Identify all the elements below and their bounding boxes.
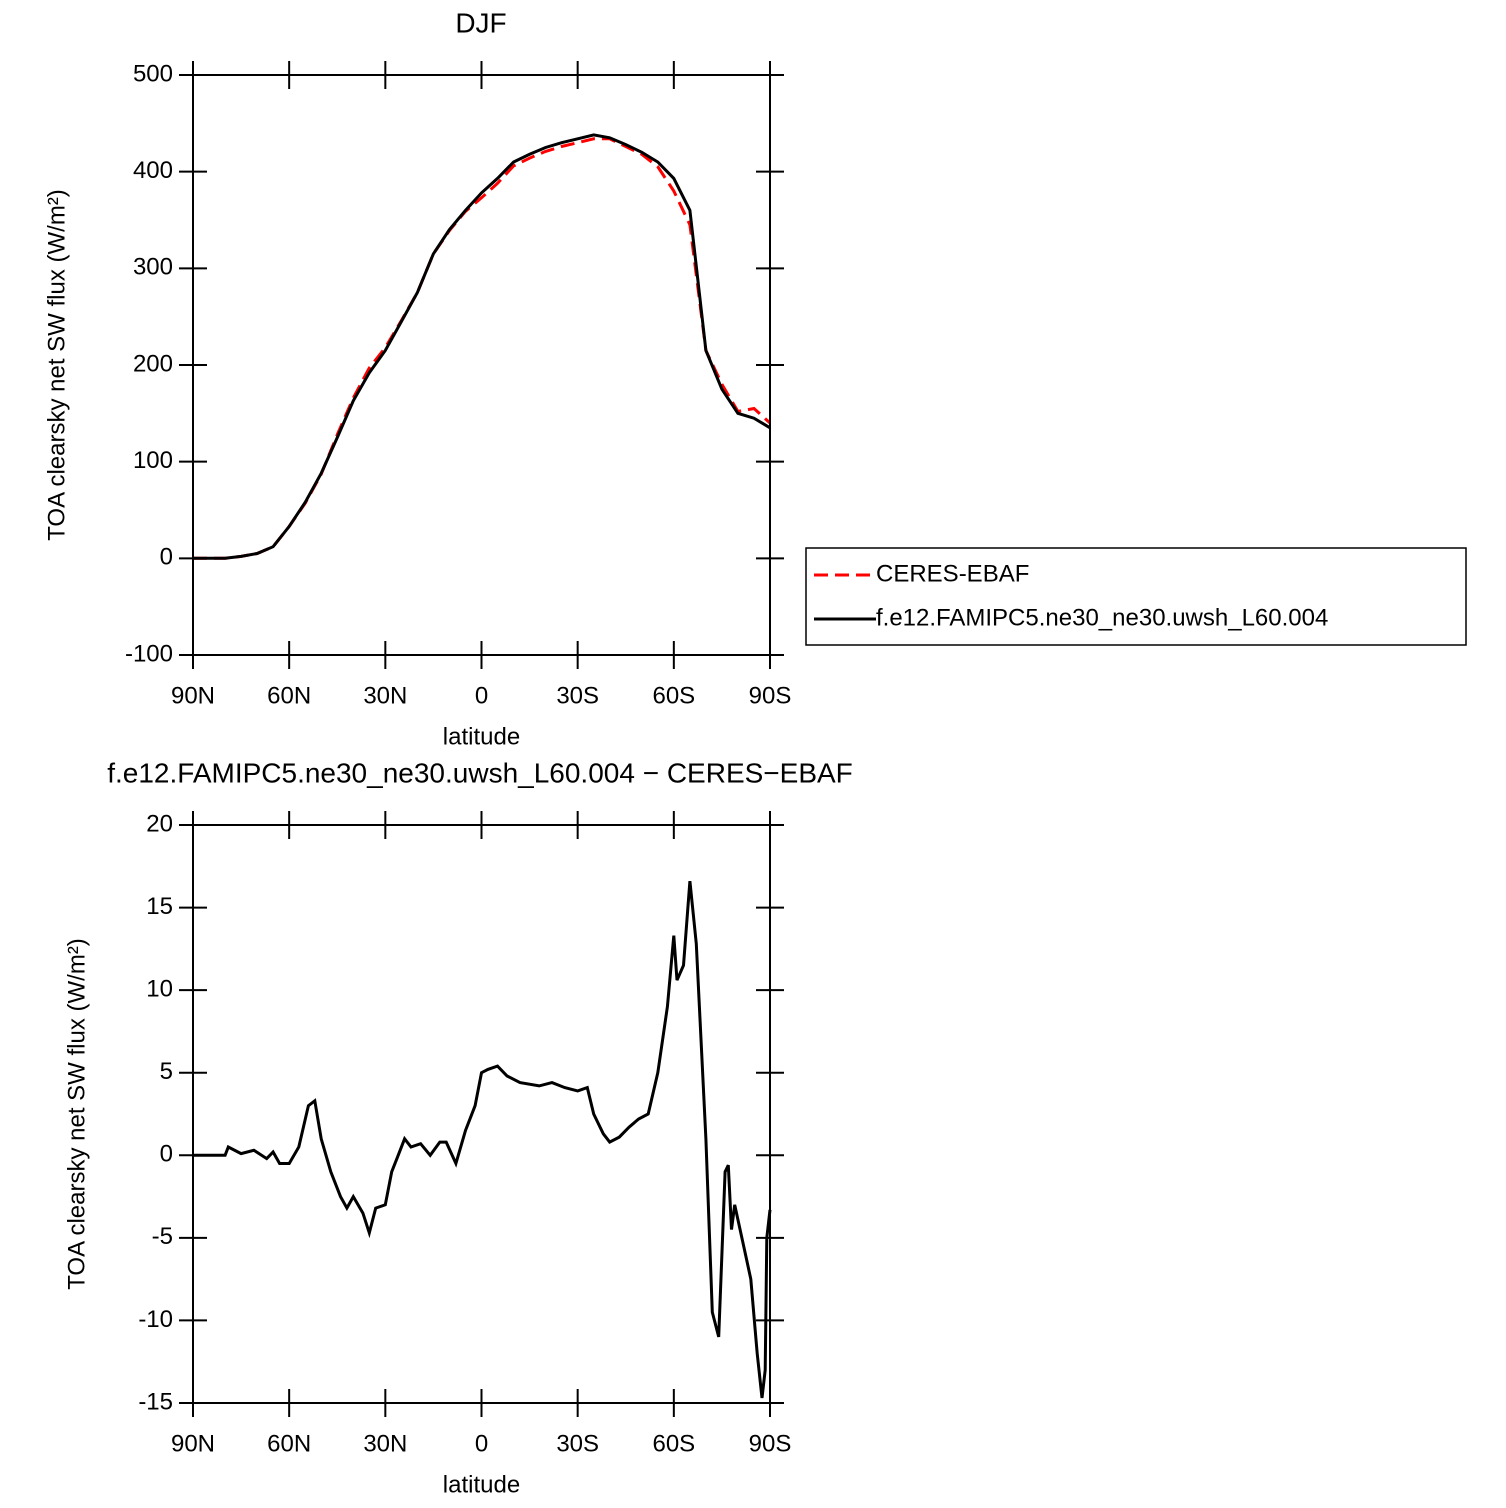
x-tick-label: 90N xyxy=(171,682,215,709)
x-tick-label: 30S xyxy=(556,1430,599,1457)
x-tick-label: 60S xyxy=(652,1430,695,1457)
series-line xyxy=(193,880,772,1399)
y-tick-label: 400 xyxy=(133,157,173,184)
y-tick-label: 200 xyxy=(133,350,173,377)
y-tick-label: 0 xyxy=(160,1141,173,1168)
y-tick-label: -10 xyxy=(138,1306,173,1333)
chart-title: f.e12.FAMIPC5.ne30_ne30.uwsh_L60.004 − C… xyxy=(107,757,853,788)
y-tick-label: 15 xyxy=(146,893,173,920)
y-tick-label: 500 xyxy=(133,60,173,87)
panel: -100 0 100 200 300 400 500 90N 60N 30N 0 30S 60S 90S l… xyxy=(43,7,1467,750)
x-axis-label: latitude xyxy=(443,1471,520,1498)
legend-box xyxy=(805,547,1467,646)
x-tick-label: 90S xyxy=(749,1430,792,1457)
x-tick-label: 30N xyxy=(363,682,407,709)
y-tick-label: 10 xyxy=(146,975,173,1002)
y-tick-label: -15 xyxy=(138,1388,173,1415)
x-axis-label: latitude xyxy=(443,723,520,750)
x-tick-label: 90N xyxy=(171,1430,215,1457)
y-tick-label: -5 xyxy=(152,1223,173,1250)
y-axis-label: TOA clearsky net SW flux (W/m²) xyxy=(63,938,90,1290)
x-tick-label: 60N xyxy=(267,682,311,709)
x-tick-label: 60N xyxy=(267,1430,311,1457)
y-tick-label: 20 xyxy=(146,810,173,837)
y-tick-label: 100 xyxy=(133,447,173,474)
x-tick-label: 60S xyxy=(652,682,695,709)
legend-label: f.e12.FAMIPC5.ne30_ne30.uwsh_L60.004 xyxy=(876,604,1328,631)
y-tick-label: 0 xyxy=(160,544,173,571)
y-tick-label: 300 xyxy=(133,254,173,281)
x-tick-label: 0 xyxy=(475,682,488,709)
y-tick-label: 5 xyxy=(160,1058,173,1085)
x-tick-label: 30N xyxy=(363,1430,407,1457)
y-tick-label: -100 xyxy=(125,640,173,667)
y-axis-label: TOA clearsky net SW flux (W/m²) xyxy=(43,189,70,541)
x-tick-label: 90S xyxy=(749,682,792,709)
legend-label: CERES-EBAF xyxy=(876,560,1029,587)
series-line xyxy=(193,133,771,560)
plot-frame xyxy=(192,824,771,1404)
panel: -15 -10 -5 0 5 10 15 20 90N 60N 30N 0 30S 60S 90S latit… xyxy=(63,757,852,1498)
plot-frame xyxy=(192,74,771,656)
x-tick-label: 30S xyxy=(556,682,599,709)
series-line xyxy=(193,137,772,560)
x-tick-label: 0 xyxy=(475,1430,488,1457)
chart-title: DJF xyxy=(455,7,506,38)
